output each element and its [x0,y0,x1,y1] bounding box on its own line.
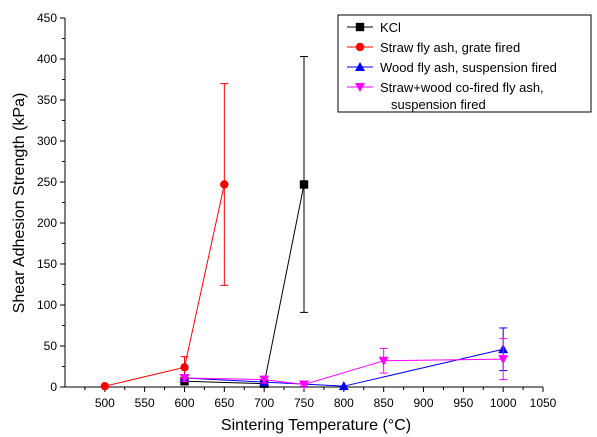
y-tick-label: 300 [37,134,57,148]
triangle-up-marker [355,62,365,71]
series-line [184,348,504,387]
y-tick-label: 450 [37,11,57,25]
legend-label: KCl [380,20,401,35]
circle-marker [220,180,229,189]
legend-item-4: Straw+wood co-fired fly ash, suspension f… [347,80,544,112]
square-marker [355,22,365,32]
legend-item-3: Wood fly ash, suspension fired [347,60,557,75]
x-tick-label: 900 [413,396,433,410]
circle-marker [355,42,365,52]
series-3 [179,327,509,391]
triangle-down-marker [299,380,309,390]
x-tick-label: 650 [214,396,234,410]
x-tick-label: 600 [174,396,194,410]
triangle-down-marker [179,373,190,383]
series-2 [100,83,229,391]
series-4 [179,338,509,390]
triangle-down-marker [355,83,365,92]
triangle-up-marker [338,381,349,391]
series-line [104,184,225,387]
x-tick-label: 1000 [490,396,517,410]
series-layer [100,56,509,391]
y-tick-label: 250 [37,175,57,189]
y-tick-label: 0 [50,380,57,394]
triangle-down-marker [498,355,509,365]
x-axis-title: Sintering Temperature (°C) [221,417,411,434]
axes: 500 550 600 650 700 750 800 850 900 950 1000 1050 0 5… [37,11,557,410]
legend: KCl Straw fly ash, grate fired Wood fly as… [337,14,592,113]
legend-item-1: KCl [347,20,401,35]
x-tick-label: 550 [135,396,155,410]
y-tick-label: 50 [44,339,58,353]
legend-label: Wood fly ash, suspension fired [380,60,557,75]
x-tick-label: 1050 [530,396,557,410]
square-marker [299,180,309,189]
y-tick-label: 200 [37,216,57,230]
x-tick-label: 850 [374,396,394,410]
legend-item-2: Straw fly ash, grate fired [347,40,520,55]
series-1 [180,56,309,388]
y-tick-label: 100 [37,298,57,312]
x-tick-label: 950 [453,396,473,410]
x-tick-label: 700 [254,396,274,410]
triangle-down-marker [378,356,389,366]
y-tick-label: 350 [37,93,57,107]
legend-label: Straw fly ash, grate fired [380,40,520,55]
legend-label: Straw+wood co-fired fly ash, [380,80,544,95]
circle-marker [180,363,189,372]
triangle-down-marker [259,375,270,385]
legend-label: suspension fired [391,97,486,112]
x-tick-label: 800 [334,396,354,410]
y-axis-title: Shear Adhesion Strength (kPa) [11,93,28,314]
y-tick-label: 150 [37,257,57,271]
y-tick-label: 400 [37,52,57,66]
x-tick-label: 500 [95,396,115,410]
legend-box [337,14,592,113]
x-tick-label: 750 [294,396,314,410]
circle-marker [100,381,110,391]
